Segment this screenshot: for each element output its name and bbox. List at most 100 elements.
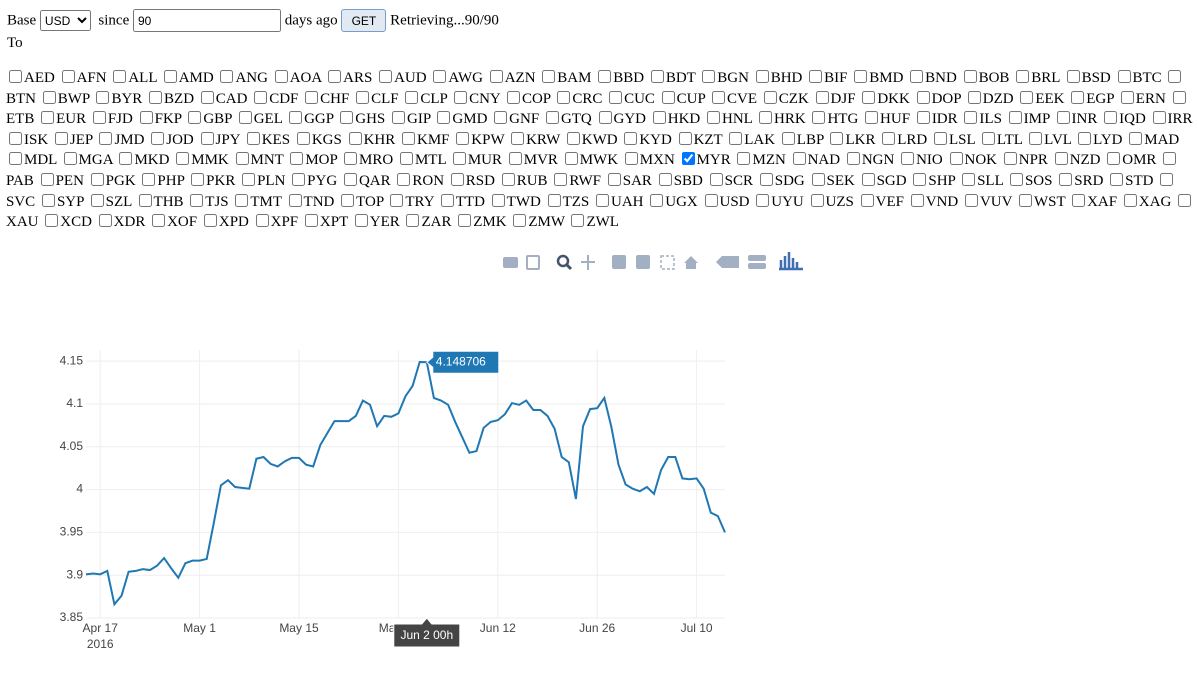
currency-checkbox[interactable] xyxy=(759,172,773,186)
currency-checkbox[interactable] xyxy=(547,193,561,207)
currency-checkbox[interactable] xyxy=(1016,70,1030,83)
currency-checkbox[interactable] xyxy=(1008,111,1022,125)
currency-checkbox[interactable] xyxy=(564,152,578,166)
currency-checkbox[interactable] xyxy=(288,193,302,207)
currency-checkbox[interactable] xyxy=(456,131,470,145)
currency-checkbox[interactable] xyxy=(1117,70,1131,83)
get-button[interactable]: GET xyxy=(341,9,387,32)
currency-checkbox[interactable] xyxy=(557,90,571,104)
currency-checkbox[interactable] xyxy=(508,152,522,166)
currency-checkbox[interactable] xyxy=(292,172,306,186)
currency-checkbox[interactable] xyxy=(98,214,112,228)
currency-checkbox[interactable] xyxy=(54,131,68,145)
currency-checkbox[interactable] xyxy=(737,152,751,166)
currency-checkbox[interactable] xyxy=(792,152,806,166)
currency-checkbox[interactable] xyxy=(491,193,505,207)
currency-checkbox[interactable] xyxy=(910,193,924,207)
currency-checkbox[interactable] xyxy=(142,172,156,186)
currency-checkbox[interactable] xyxy=(658,172,672,186)
currency-checkbox[interactable] xyxy=(901,152,915,166)
currency-checkbox[interactable] xyxy=(861,172,875,186)
currency-checkbox[interactable] xyxy=(149,90,163,104)
days-input[interactable] xyxy=(133,9,281,32)
currency-checkbox[interactable] xyxy=(290,152,304,166)
currency-checkbox[interactable] xyxy=(200,131,214,145)
currency-checkbox[interactable] xyxy=(513,214,527,228)
currency-checkbox[interactable] xyxy=(571,214,585,228)
currency-checkbox[interactable] xyxy=(151,131,165,145)
currency-checkbox[interactable] xyxy=(379,70,393,83)
currency-checkbox[interactable] xyxy=(609,90,623,104)
currency-checkbox[interactable] xyxy=(399,152,413,166)
currency-checkbox[interactable] xyxy=(981,131,995,145)
currency-checkbox[interactable] xyxy=(862,90,876,104)
currency-checkbox[interactable] xyxy=(255,214,269,228)
currency-checkbox[interactable] xyxy=(712,90,726,104)
currency-checkbox[interactable] xyxy=(661,90,675,104)
currency-checkbox[interactable] xyxy=(392,111,406,125)
currency-checkbox[interactable] xyxy=(96,90,110,104)
currency-checkbox[interactable] xyxy=(729,131,743,145)
currency-checkbox[interactable] xyxy=(964,111,978,125)
currency-checkbox[interactable] xyxy=(704,193,718,207)
currency-checkbox[interactable] xyxy=(390,193,404,207)
currency-checkbox[interactable] xyxy=(1120,90,1134,104)
currency-checkbox[interactable] xyxy=(454,90,468,104)
currency-checkbox[interactable] xyxy=(92,111,106,125)
currency-checkbox[interactable] xyxy=(652,111,666,125)
currency-checkbox[interactable] xyxy=(176,152,190,166)
currency-checkbox[interactable] xyxy=(494,111,508,125)
currency-checkbox[interactable] xyxy=(933,131,947,145)
base-select[interactable]: USD xyxy=(39,10,91,31)
currency-checkbox[interactable] xyxy=(437,111,451,125)
currency-checkbox[interactable] xyxy=(860,193,874,207)
currency-checkbox[interactable] xyxy=(1078,131,1092,145)
currency-checkbox[interactable] xyxy=(274,70,288,83)
currency-checkbox[interactable] xyxy=(305,90,319,104)
currency-checkbox[interactable] xyxy=(1110,172,1124,186)
currency-checkbox[interactable] xyxy=(220,70,234,83)
currency-checkbox[interactable] xyxy=(1020,90,1034,104)
currency-checkbox[interactable] xyxy=(328,70,342,83)
currency-checkbox[interactable] xyxy=(964,193,978,207)
currency-checkbox[interactable] xyxy=(42,90,56,104)
currency-checkbox[interactable] xyxy=(238,111,252,125)
currency-checkbox[interactable] xyxy=(1009,172,1023,186)
currency-checkbox[interactable] xyxy=(846,152,860,166)
currency-checkbox[interactable] xyxy=(1163,152,1177,166)
currency-checkbox[interactable] xyxy=(511,131,525,145)
currency-checkbox[interactable] xyxy=(755,70,769,83)
currency-checkbox[interactable] xyxy=(63,152,77,166)
currency-checkbox[interactable] xyxy=(967,90,981,104)
currency-checkbox[interactable] xyxy=(1072,193,1086,207)
currency-checkbox[interactable] xyxy=(402,131,415,145)
currency-checkbox[interactable] xyxy=(913,172,927,186)
currency-checkbox[interactable] xyxy=(452,152,466,166)
currency-checkbox[interactable] xyxy=(1123,193,1137,207)
currency-checkbox[interactable] xyxy=(650,70,664,83)
currency-checkbox[interactable] xyxy=(99,131,113,145)
currency-checkbox[interactable] xyxy=(811,172,825,186)
currency-checkbox[interactable] xyxy=(566,131,580,145)
currency-checkbox[interactable] xyxy=(607,172,621,186)
currency-checkbox[interactable] xyxy=(90,193,104,207)
currency-checkbox[interactable] xyxy=(916,90,930,104)
currency-checkbox[interactable] xyxy=(542,70,556,83)
currency-checkbox[interactable] xyxy=(812,111,826,125)
currency-checkbox[interactable] xyxy=(545,111,559,125)
currency-checkbox[interactable] xyxy=(1168,70,1182,83)
currency-checkbox[interactable] xyxy=(1066,70,1080,83)
currency-checkbox[interactable] xyxy=(163,70,177,83)
currency-checkbox[interactable] xyxy=(681,152,695,166)
currency-checkbox[interactable] xyxy=(200,90,214,104)
currency-checkbox[interactable] xyxy=(949,152,963,166)
currency-checkbox[interactable] xyxy=(598,111,612,125)
currency-checkbox[interactable] xyxy=(624,152,638,166)
currency-checkbox[interactable] xyxy=(40,172,54,186)
currency-checkbox[interactable] xyxy=(489,70,503,83)
currency-checkbox[interactable] xyxy=(810,193,824,207)
currency-checkbox[interactable] xyxy=(501,172,515,186)
currency-checkbox[interactable] xyxy=(506,90,520,104)
currency-checkbox[interactable] xyxy=(152,214,166,228)
currency-checkbox[interactable] xyxy=(702,70,716,83)
